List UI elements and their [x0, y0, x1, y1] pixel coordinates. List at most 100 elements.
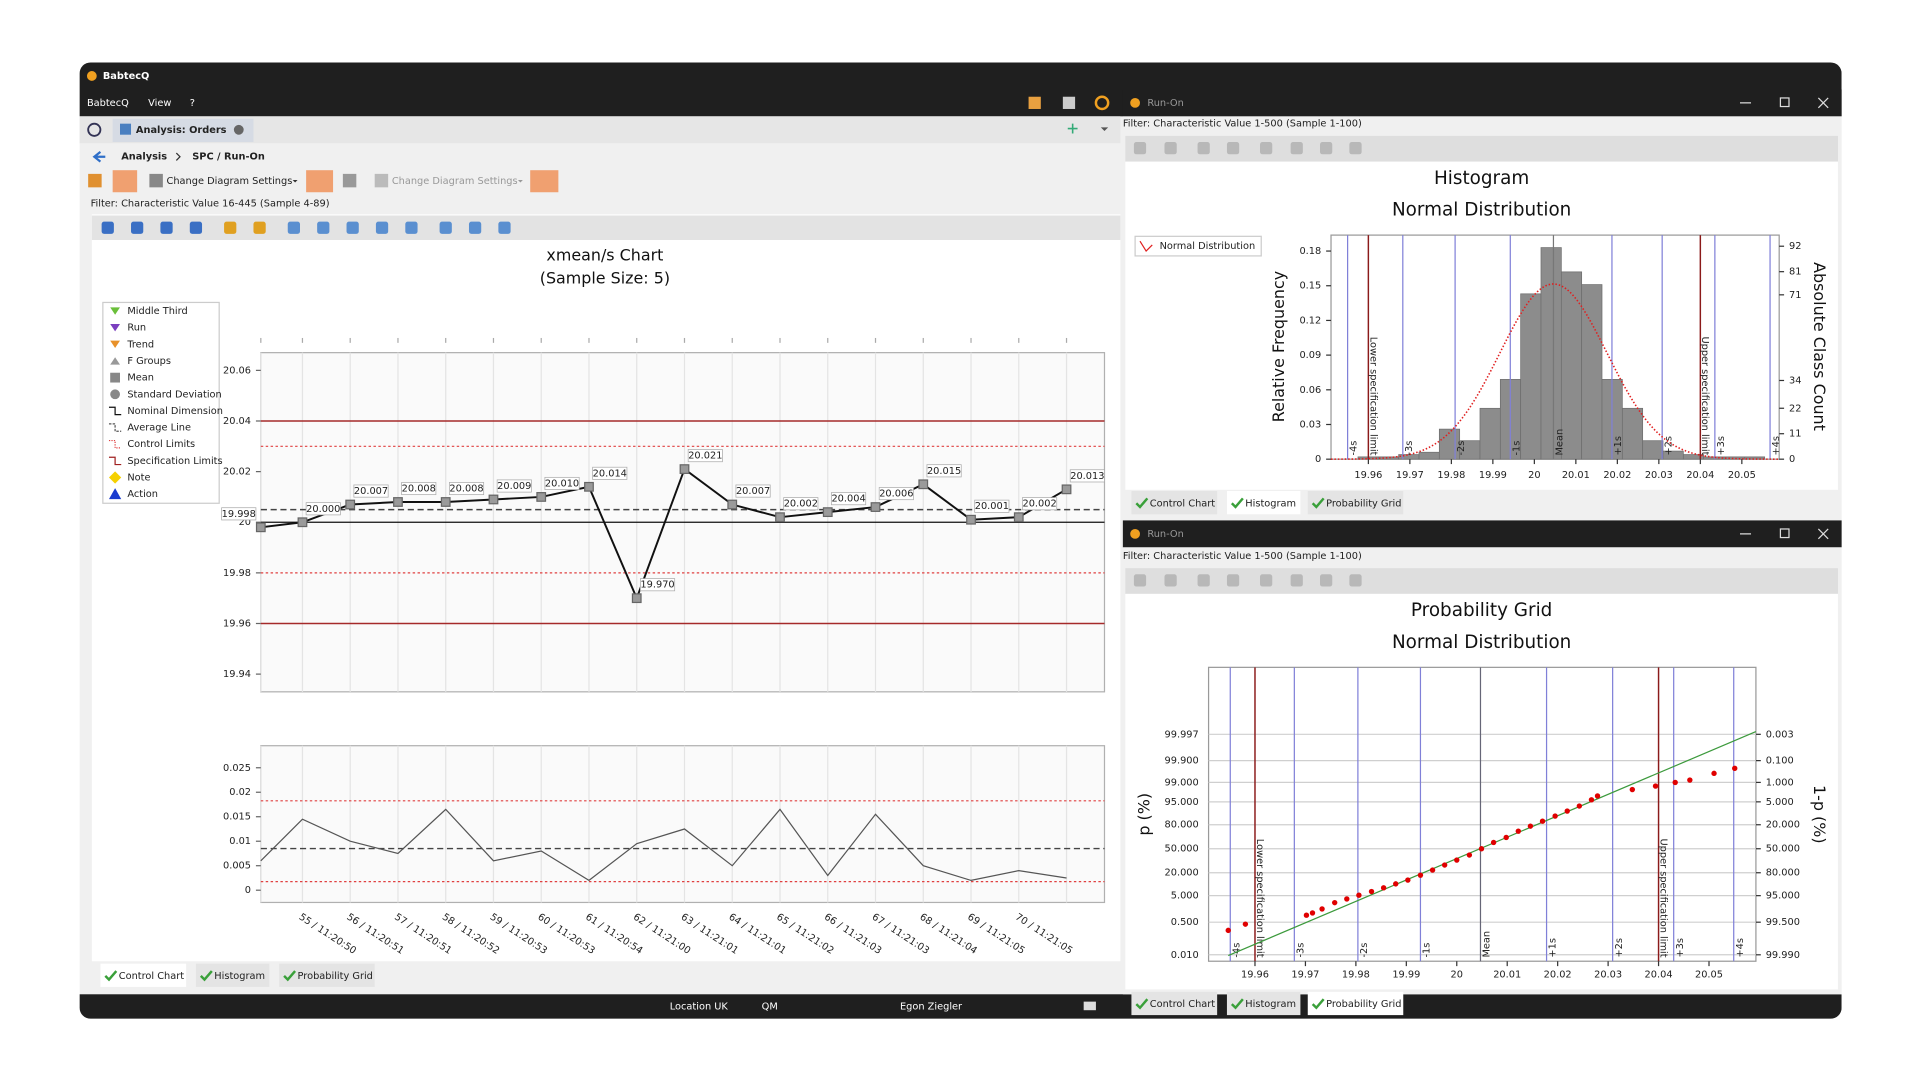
menu-icon[interactable] [1062, 96, 1076, 109]
breadcrumb-item[interactable]: SPC / Run-On [192, 152, 265, 163]
tool-icon[interactable] [1197, 574, 1210, 587]
y-tick-label: 0.12 [1299, 315, 1321, 326]
tool-icon[interactable] [1226, 142, 1240, 155]
point-marker [345, 499, 356, 510]
sigma-label: +2s [1614, 938, 1625, 958]
menu-icon[interactable] [1094, 95, 1110, 111]
legend-symbol [110, 357, 121, 365]
tool-icon[interactable] [1290, 574, 1303, 587]
y2-tick-label: 0.003 [1766, 729, 1794, 740]
tool-icon[interactable] [498, 221, 511, 234]
tool-icon[interactable] [405, 221, 418, 234]
add-tab[interactable] [1067, 123, 1078, 134]
breadcrumb-item[interactable]: Analysis [121, 152, 167, 163]
toolbar-button[interactable]: Change Diagram Settings [167, 176, 293, 187]
window-title-bar [1122, 89, 1842, 117]
tool-icon[interactable] [1349, 142, 1362, 155]
tab-label[interactable]: Probability Grid [1326, 999, 1401, 1010]
home-icon[interactable] [87, 122, 102, 137]
window-controls[interactable] [1740, 97, 1829, 109]
tool-icon[interactable] [101, 221, 114, 234]
menu-item[interactable]: ? [190, 98, 195, 109]
chart-title: xmean/s Chart [546, 245, 663, 264]
point-marker [1013, 512, 1024, 523]
tool-icon[interactable] [1164, 142, 1177, 155]
tool-button-active[interactable] [530, 170, 559, 193]
data-point [1687, 777, 1693, 783]
tab-label[interactable]: Probability Grid [1326, 498, 1401, 509]
legend-label: Standard Deviation [127, 389, 221, 400]
y2-tick-label: 95.000 [1766, 891, 1800, 902]
tab-label[interactable]: Histogram [1245, 498, 1296, 509]
tool-icon[interactable] [1260, 142, 1273, 155]
tool-icon[interactable] [1164, 574, 1177, 587]
tab[interactable] [279, 963, 375, 987]
tool-button-active[interactable] [112, 170, 138, 193]
tool-icon[interactable] [1349, 574, 1362, 587]
filter-text: Filter: Characteristic Value 1-500 (Samp… [1123, 119, 1362, 130]
breadcrumb-separator [175, 152, 181, 161]
tab-label[interactable]: Histogram [1245, 999, 1296, 1010]
tab[interactable] [1307, 491, 1404, 515]
tool-icon[interactable] [189, 221, 203, 234]
tab[interactable] [195, 963, 270, 987]
tool-icon[interactable] [160, 221, 173, 234]
tool-icon[interactable] [224, 221, 237, 234]
tab-menu[interactable] [1100, 127, 1109, 132]
tool-icon[interactable] [342, 173, 357, 188]
menu-item[interactable]: BabtecQ [87, 98, 129, 109]
tool-icon[interactable] [1260, 574, 1273, 587]
window-controls[interactable] [1740, 528, 1829, 540]
tool-icon[interactable] [131, 221, 144, 234]
tool-icon [149, 173, 163, 188]
dropdown-arrow [292, 180, 298, 183]
tool-icon[interactable] [1197, 142, 1210, 155]
tool-icon[interactable] [468, 221, 482, 234]
tool-icon[interactable] [346, 221, 359, 234]
mail-icon[interactable] [1083, 1001, 1096, 1011]
tab-close[interactable] [233, 124, 244, 135]
legend-symbol [108, 439, 122, 449]
y-tick-label: 20.000 [1165, 868, 1199, 879]
tool-icon[interactable] [1133, 142, 1147, 155]
tab[interactable] [112, 118, 254, 143]
tab-title[interactable]: Analysis: Orders [136, 125, 227, 136]
tool-icon[interactable] [375, 221, 389, 234]
value-label: 20.015 [927, 466, 961, 477]
tool-icon[interactable] [287, 221, 301, 234]
chart-toolbar [91, 215, 1121, 241]
sigma-label: -4s [1231, 943, 1242, 958]
tab-label[interactable]: Histogram [214, 971, 265, 982]
toolbar-button[interactable]: Change Diagram Settings [392, 176, 518, 187]
tab[interactable] [1307, 991, 1404, 1016]
menu-item[interactable]: View [148, 98, 171, 109]
tool-icon[interactable] [1320, 142, 1333, 155]
back-button[interactable] [92, 150, 106, 163]
y-tick-label: 80.000 [1165, 820, 1199, 831]
legend-label: Note [127, 473, 150, 484]
bar [1540, 247, 1562, 460]
legend-symbol [110, 340, 121, 349]
tab-label[interactable]: Control Chart [1150, 498, 1216, 509]
menu-icon[interactable] [1028, 96, 1041, 109]
tab-label[interactable]: Control Chart [119, 971, 185, 982]
y-tick-label: 99.000 [1165, 777, 1199, 788]
y2-tick-label: 11 [1789, 429, 1801, 440]
tool-icon[interactable] [317, 221, 330, 234]
tool-icon[interactable] [1320, 574, 1333, 587]
tab[interactable] [1131, 991, 1218, 1016]
tool-icon[interactable] [1133, 574, 1147, 587]
tab[interactable] [100, 963, 187, 987]
tool-icon[interactable] [253, 221, 266, 234]
y-tick-label: 19.98 [223, 568, 251, 579]
tab-label[interactable]: Probability Grid [298, 971, 373, 982]
tab[interactable] [1226, 491, 1301, 515]
tool-button-active[interactable] [306, 170, 334, 193]
tab-label[interactable]: Control Chart [1150, 999, 1216, 1010]
tool-icon[interactable] [1290, 142, 1303, 155]
tool-icon[interactable] [1226, 574, 1240, 587]
tool-icon[interactable] [88, 173, 102, 188]
tab[interactable] [1131, 491, 1218, 515]
tool-icon[interactable] [439, 221, 452, 234]
tab[interactable] [1226, 991, 1301, 1016]
